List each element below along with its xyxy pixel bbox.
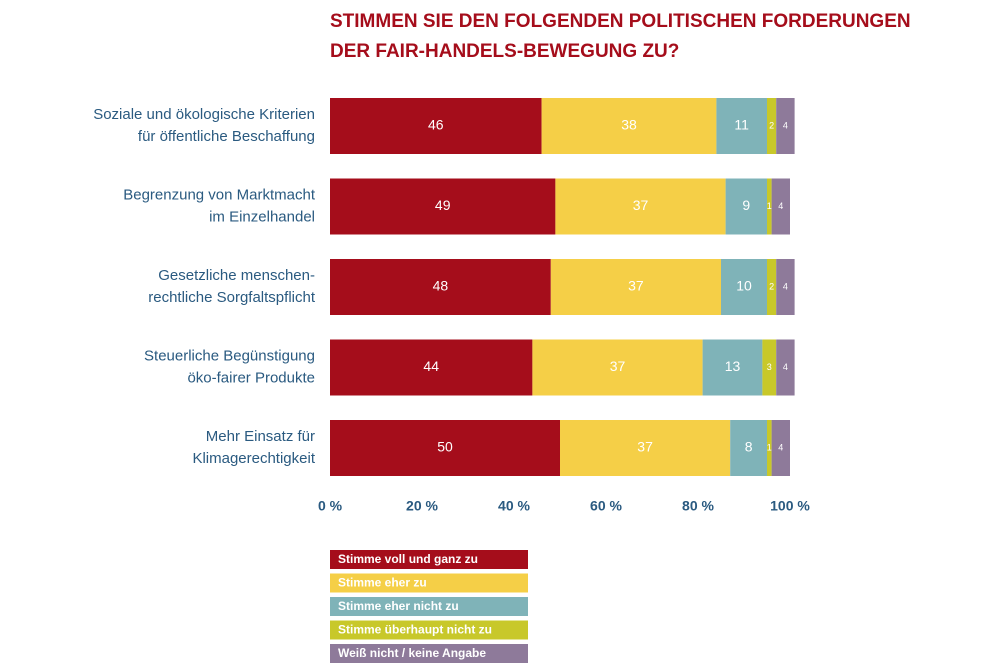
bar-segment bbox=[330, 98, 542, 154]
legend-swatch bbox=[330, 550, 528, 569]
bar-segment bbox=[767, 420, 772, 476]
value-label: 37 bbox=[628, 278, 644, 294]
value-label: 4 bbox=[783, 362, 788, 372]
bar-segment bbox=[702, 339, 763, 396]
bar-segment bbox=[330, 178, 556, 235]
bar-segment bbox=[776, 259, 795, 315]
chart-title: DER FAIR-HANDELS-BEWEGUNG ZU? bbox=[330, 41, 679, 62]
value-label: 1 bbox=[767, 442, 772, 452]
value-label: 3 bbox=[767, 362, 772, 372]
bar-segment bbox=[767, 259, 777, 315]
value-label: 1 bbox=[767, 201, 772, 211]
legend-swatch bbox=[330, 573, 528, 593]
value-label: 4 bbox=[778, 201, 783, 211]
x-tick-label: 0 % bbox=[318, 498, 343, 514]
bar-segment bbox=[730, 420, 767, 476]
value-label: 2 bbox=[769, 281, 774, 291]
value-label: 37 bbox=[633, 197, 649, 213]
legend-label: Stimme überhaupt nicht zu bbox=[338, 623, 492, 637]
value-label: 37 bbox=[637, 439, 653, 455]
bar-segment bbox=[767, 98, 777, 154]
bar-segment bbox=[555, 178, 726, 235]
bar-segment bbox=[767, 178, 772, 235]
value-label: 13 bbox=[725, 358, 741, 374]
x-tick-label: 100 % bbox=[770, 498, 810, 514]
category-label: im Einzelhandel bbox=[209, 208, 315, 225]
bar-segment bbox=[771, 178, 790, 235]
legend-label: Stimme eher nicht zu bbox=[338, 599, 459, 613]
bar-segment bbox=[721, 259, 767, 315]
legend-swatch bbox=[330, 620, 528, 640]
bar-segment bbox=[776, 339, 795, 396]
legend-label: Stimme voll und ganz zu bbox=[338, 552, 478, 566]
x-tick-label: 60 % bbox=[590, 498, 622, 514]
value-label: 4 bbox=[783, 120, 788, 130]
value-label: 38 bbox=[621, 117, 637, 133]
category-label: Mehr Einsatz für bbox=[206, 428, 315, 445]
chart-title: STIMMEN SIE DEN FOLGENDEN POLITISCHEN FO… bbox=[330, 11, 911, 32]
value-label: 4 bbox=[783, 281, 788, 291]
category-label: Steuerliche Begünstigung bbox=[144, 347, 315, 364]
bar-segment bbox=[560, 420, 731, 476]
category-label: rechtliche Sorgfaltspflicht bbox=[148, 289, 316, 306]
category-label: Gesetzliche menschen- bbox=[158, 267, 315, 284]
bar-segment bbox=[725, 178, 767, 235]
category-label: öko-fairer Produkte bbox=[187, 369, 315, 386]
value-label: 4 bbox=[778, 442, 783, 452]
bar-segment bbox=[330, 339, 533, 396]
bar-segment bbox=[330, 420, 560, 476]
legend-swatch bbox=[330, 644, 528, 663]
bar-segment bbox=[330, 259, 551, 315]
x-tick-label: 80 % bbox=[682, 498, 714, 514]
value-label: 11 bbox=[734, 117, 749, 133]
value-label: 37 bbox=[610, 358, 626, 374]
value-label: 44 bbox=[423, 358, 439, 374]
value-label: 48 bbox=[433, 278, 449, 294]
value-label: 10 bbox=[736, 278, 752, 294]
bar-segment bbox=[550, 259, 721, 315]
x-tick-label: 40 % bbox=[498, 498, 530, 514]
category-label: Soziale und ökologische Kriterien bbox=[93, 106, 315, 123]
x-tick-label: 20 % bbox=[406, 498, 438, 514]
value-label: 50 bbox=[437, 439, 453, 455]
bar-segment bbox=[532, 339, 703, 396]
bar-segment bbox=[771, 420, 790, 476]
legend-label: Stimme eher zu bbox=[338, 576, 427, 590]
value-label: 49 bbox=[435, 197, 451, 213]
bar-segment bbox=[762, 339, 777, 396]
value-label: 9 bbox=[742, 197, 750, 213]
value-label: 8 bbox=[745, 439, 753, 455]
legend-label: Weiß nicht / keine Angabe bbox=[338, 646, 486, 660]
bar-segment bbox=[541, 98, 717, 154]
legend-swatch bbox=[330, 597, 528, 616]
value-label: 46 bbox=[428, 117, 444, 133]
bar-segment bbox=[716, 98, 767, 154]
category-label: Begrenzung von Marktmacht bbox=[123, 186, 316, 203]
bar-segment bbox=[776, 98, 795, 154]
value-label: 2 bbox=[769, 120, 774, 130]
category-label: Klimagerechtigkeit bbox=[192, 450, 315, 467]
category-label: für öffentliche Beschaffung bbox=[138, 128, 315, 145]
